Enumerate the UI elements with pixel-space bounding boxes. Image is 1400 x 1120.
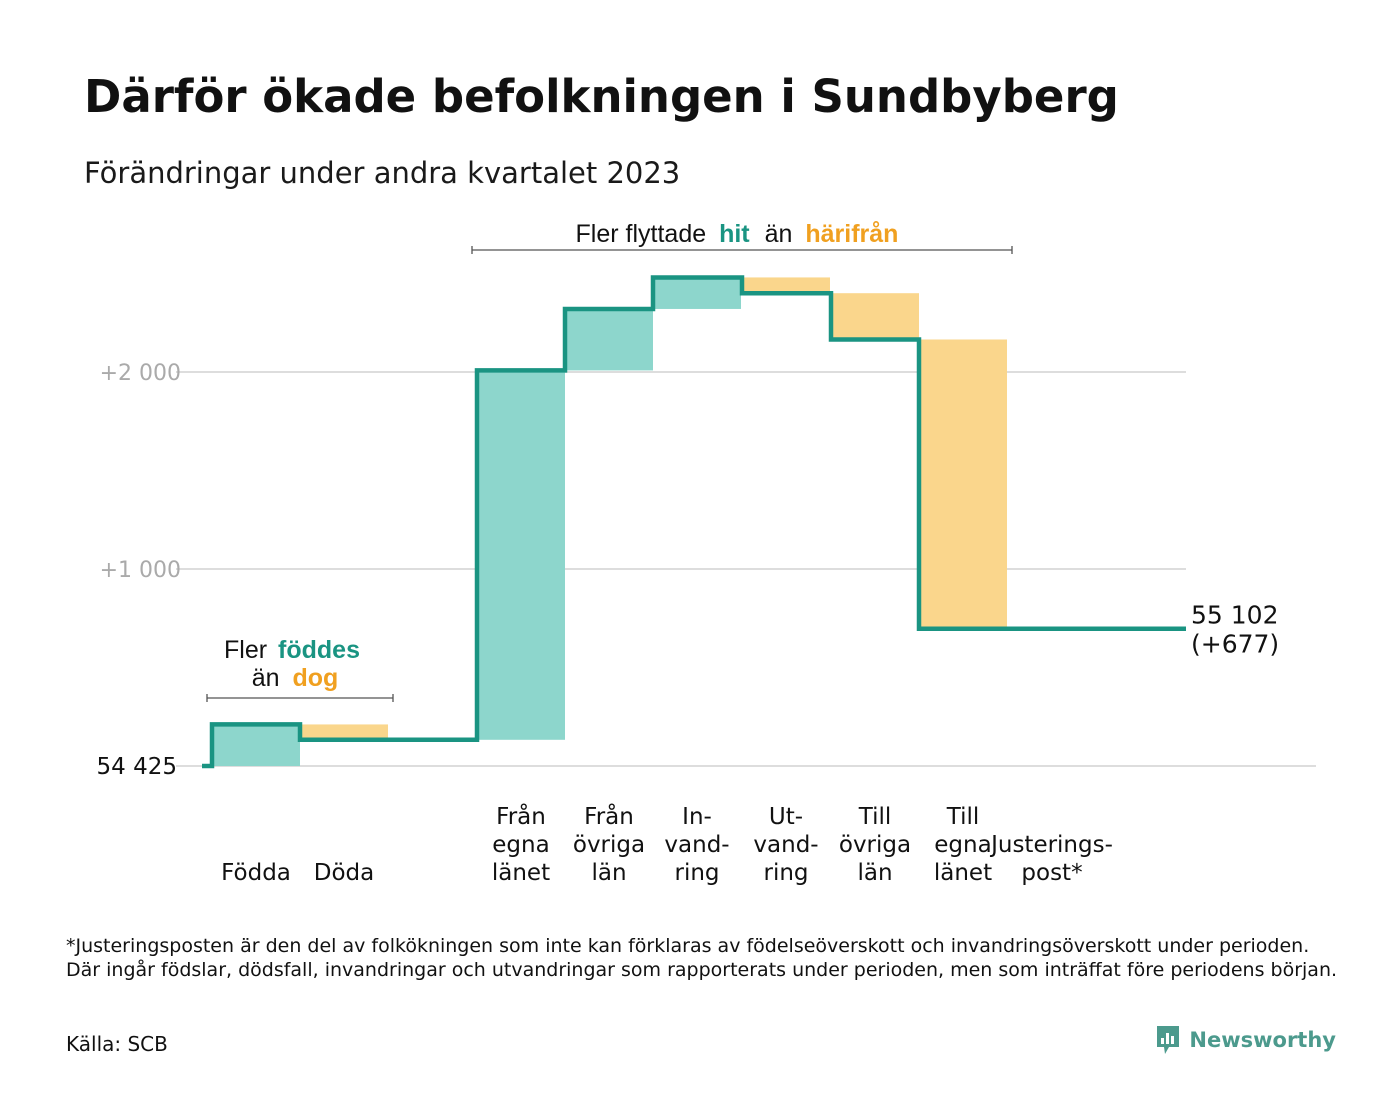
svg-text:än dog: än dog — [252, 664, 339, 692]
migration-annotation-mid: än — [765, 220, 793, 248]
category-label: In- — [682, 804, 712, 830]
cumulative-line — [202, 275, 1186, 769]
category-label: Till — [946, 804, 980, 830]
bar-layer — [212, 277, 1007, 766]
category-label: egna — [492, 832, 549, 858]
births-annotation-dog: dog — [292, 664, 338, 692]
category-label: länet — [492, 860, 550, 886]
category-label: län — [857, 860, 892, 886]
end-change-label: (+677) — [1191, 630, 1279, 659]
chart-subtitle: Förändringar under andra kvartalet 2023 — [84, 156, 681, 190]
category-label: ring — [763, 860, 808, 886]
grid-layer — [176, 371, 1316, 767]
category-label: länet — [934, 860, 992, 886]
chart-title: Därför ökade befolkningen i Sundbyberg — [84, 70, 1119, 123]
births-annotation: Fler föddes än dog — [206, 636, 394, 702]
brand-name: Newsworthy — [1189, 1028, 1336, 1052]
end-value-label: 55 102 — [1191, 601, 1278, 630]
source-label: Källa: SCB — [66, 1032, 168, 1056]
newsworthy-logo-icon — [1157, 1026, 1180, 1054]
category-label: vand- — [753, 832, 818, 858]
waterfall-bar — [831, 293, 919, 340]
migration-annotation-hit: hit — [719, 220, 750, 248]
waterfall-bar — [212, 724, 300, 766]
svg-text:Fler flyttade hit: Fler flyttade hit än härifrån — [576, 220, 899, 248]
births-annotation-pre: Fler — [224, 636, 267, 664]
category-label: egna — [934, 832, 991, 858]
category-label: Födda — [221, 860, 291, 886]
category-label: vand- — [664, 832, 729, 858]
births-annotation-foddes: föddes — [278, 636, 360, 664]
category-label: Döda — [314, 860, 374, 886]
births-annotation-mid: än — [252, 664, 280, 692]
footnote: *Justeringsposten är den del av folkökni… — [66, 935, 1338, 981]
svg-text:Fler föddes: Fler föddes — [224, 636, 360, 664]
category-label: län — [591, 860, 626, 886]
migration-annotation: Fler flyttade hit än härifrån — [471, 220, 1013, 254]
waterfall-bar — [300, 724, 388, 740]
waterfall-bar — [565, 308, 653, 371]
start-value-label: 54 425 — [97, 754, 177, 780]
migration-annotation-harifran: härifrån — [805, 220, 898, 248]
y-tick-label: +2 000 — [100, 361, 181, 386]
category-label: övriga — [573, 832, 645, 858]
migration-annotation-pre: Fler flyttade — [576, 220, 707, 248]
category-label: Ut- — [769, 804, 803, 830]
waterfall-bar — [477, 370, 565, 740]
brand[interactable]: Newsworthy — [1155, 1024, 1336, 1056]
waterfall-bar — [919, 339, 1007, 629]
waterfall-bar — [653, 277, 741, 309]
y-tick-label: +1 000 — [100, 558, 181, 583]
category-label: Från — [496, 802, 546, 830]
category-label: post* — [1021, 860, 1082, 886]
category-label: Från — [584, 802, 634, 830]
category-label: Justerings- — [989, 832, 1113, 858]
category-label: övriga — [839, 832, 911, 858]
category-label: ring — [674, 860, 719, 886]
category-label: Till — [858, 804, 892, 830]
line-layer — [202, 275, 1186, 769]
waterfall-bar — [742, 277, 830, 294]
